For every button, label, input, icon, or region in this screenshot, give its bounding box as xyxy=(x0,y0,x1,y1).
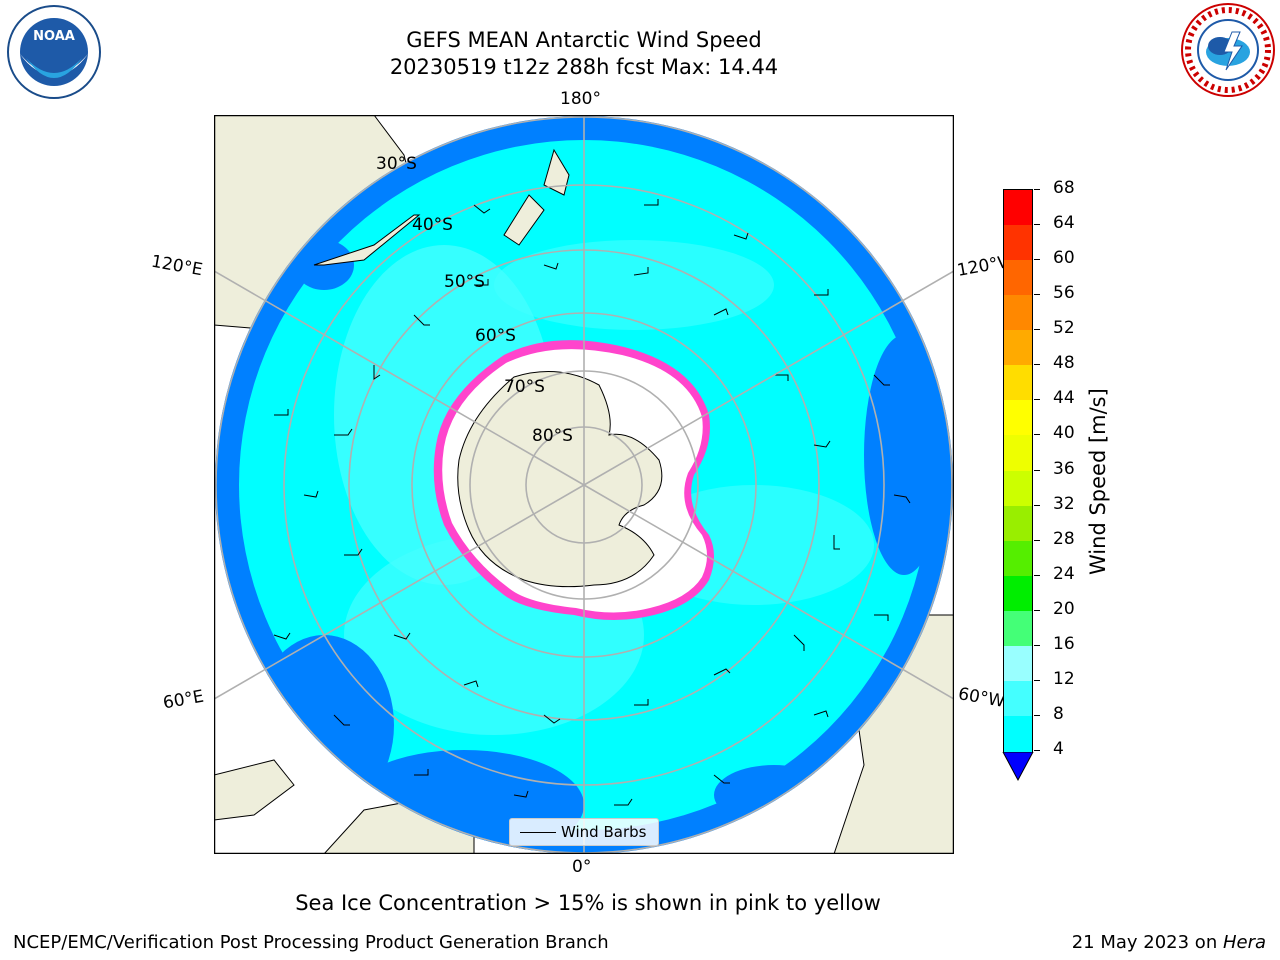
colorbar-tick-mark xyxy=(1034,714,1040,716)
map-legend: Wind Barbs xyxy=(509,818,659,846)
colorbar-tick-label: 4 xyxy=(1053,739,1064,759)
colorbar-tick-mark xyxy=(1034,399,1040,401)
colorbar-tick-label: 8 xyxy=(1053,703,1064,724)
colorbar-segment xyxy=(1004,190,1032,226)
colorbar-tick-label: 16 xyxy=(1053,633,1075,654)
lat-label-70s: 70°S xyxy=(504,377,545,397)
colorbar-segment xyxy=(1004,225,1032,261)
lat-label-40s: 40°S xyxy=(412,215,453,235)
lat-label-30s: 30°S xyxy=(376,154,417,174)
colorbar-tick-mark xyxy=(1034,329,1040,331)
noaa-logo: NOAA xyxy=(7,5,101,99)
colorbar-tick-mark xyxy=(1034,679,1040,681)
svg-text:NOAA: NOAA xyxy=(33,29,75,44)
colorbar-tick-mark xyxy=(1034,504,1040,506)
chart-title-line2: 20230519 t12z 288h fcst Max: 14.44 xyxy=(389,55,779,79)
colorbar-segment xyxy=(1004,260,1032,296)
colorbar-tick-label: 32 xyxy=(1053,493,1075,514)
colorbar-ticks: 68 64 60 56 52 48 44 40 36 32 28 24 20 16 12 8 4 xyxy=(1034,178,1094,759)
colorbar-segment xyxy=(1004,330,1032,366)
footer-machine: Hera xyxy=(1222,932,1266,953)
colorbar-segment xyxy=(1004,470,1032,507)
colorbar-tick-label: 24 xyxy=(1053,563,1075,584)
colorbar-segment xyxy=(1004,295,1032,331)
colorbar-tick-mark xyxy=(1034,434,1040,436)
colorbar-tick-mark xyxy=(1034,750,1040,751)
colorbar-segment xyxy=(1004,540,1032,577)
lon-label-left-lower: 60°E xyxy=(161,686,206,714)
colorbar-segment xyxy=(1004,365,1032,401)
sea-ice-caption: Sea Ice Concentration > 15% is shown in … xyxy=(295,891,881,915)
colorbar-segment xyxy=(1004,505,1032,542)
lon-label-top: 180° xyxy=(560,89,601,109)
lon-label-left-upper: 120°E xyxy=(149,251,205,281)
colorbar-segment xyxy=(1004,715,1032,752)
colorbar-tick-mark xyxy=(1034,259,1040,261)
wind-barb-legend-line xyxy=(520,832,556,833)
colorbar-tick-label: 36 xyxy=(1053,458,1075,479)
colorbar-tick-label: 40 xyxy=(1053,423,1075,444)
colorbar-tick-label: 12 xyxy=(1053,668,1075,689)
colorbar-tick-label: 68 xyxy=(1053,178,1075,198)
colorbar-tick-label: 52 xyxy=(1053,318,1075,339)
colorbar-tick-mark xyxy=(1034,469,1040,471)
footer-org: NCEP/EMC/Verification Post Processing Pr… xyxy=(13,932,609,953)
lat-label-50s: 50°S xyxy=(444,272,485,292)
antarctic-map: 30°S 40°S 50°S 60°S 70°S 80°S xyxy=(214,115,954,854)
colorbar-tick-mark xyxy=(1034,609,1040,611)
footer-date-machine: 21 May 2023 on Hera xyxy=(1072,932,1266,953)
colorbar-tick-mark xyxy=(1034,189,1040,190)
colorbar-segment xyxy=(1004,680,1032,717)
colorbar-tick-label: 48 xyxy=(1053,353,1075,374)
colorbar-tick-mark xyxy=(1034,224,1040,226)
colorbar-tick-mark xyxy=(1034,539,1040,541)
colorbar-tick-mark xyxy=(1034,574,1040,576)
legend-label: Wind Barbs xyxy=(561,823,647,841)
colorbar-tick-label: 28 xyxy=(1053,528,1075,549)
colorbar-segment xyxy=(1004,400,1032,436)
colorbar-tick-mark xyxy=(1034,644,1040,646)
colorbar-segment xyxy=(1004,610,1032,647)
colorbar-tick-label: 56 xyxy=(1053,283,1075,304)
colorbar-segment xyxy=(1004,435,1032,471)
chart-title-line1: GEFS MEAN Antarctic Wind Speed xyxy=(406,28,762,52)
colorbar-tick-mark xyxy=(1034,294,1040,296)
lon-label-bottom: 0° xyxy=(572,857,592,877)
colorbar-segment xyxy=(1004,645,1032,682)
lat-label-60s: 60°S xyxy=(475,326,516,346)
nws-logo xyxy=(1181,3,1275,97)
colorbar-tick-mark xyxy=(1034,364,1040,366)
colorbar-tick-label: 44 xyxy=(1053,388,1075,409)
colorbar-tick-label: 64 xyxy=(1053,213,1075,234)
colorbar-extend-arrow xyxy=(1002,752,1034,782)
footer-date: 21 May 2023 on xyxy=(1071,932,1223,953)
colorbar-tick-label: 60 xyxy=(1053,248,1075,269)
lon-label-right-lower: 60°W xyxy=(956,684,1007,712)
colorbar-segment xyxy=(1004,575,1032,612)
lat-label-80s: 80°S xyxy=(532,426,573,446)
colorbar-tick-label: 20 xyxy=(1053,598,1075,619)
colorbar xyxy=(1003,189,1033,752)
colorbar-label: Wind Speed [m/s] xyxy=(1086,388,1110,575)
